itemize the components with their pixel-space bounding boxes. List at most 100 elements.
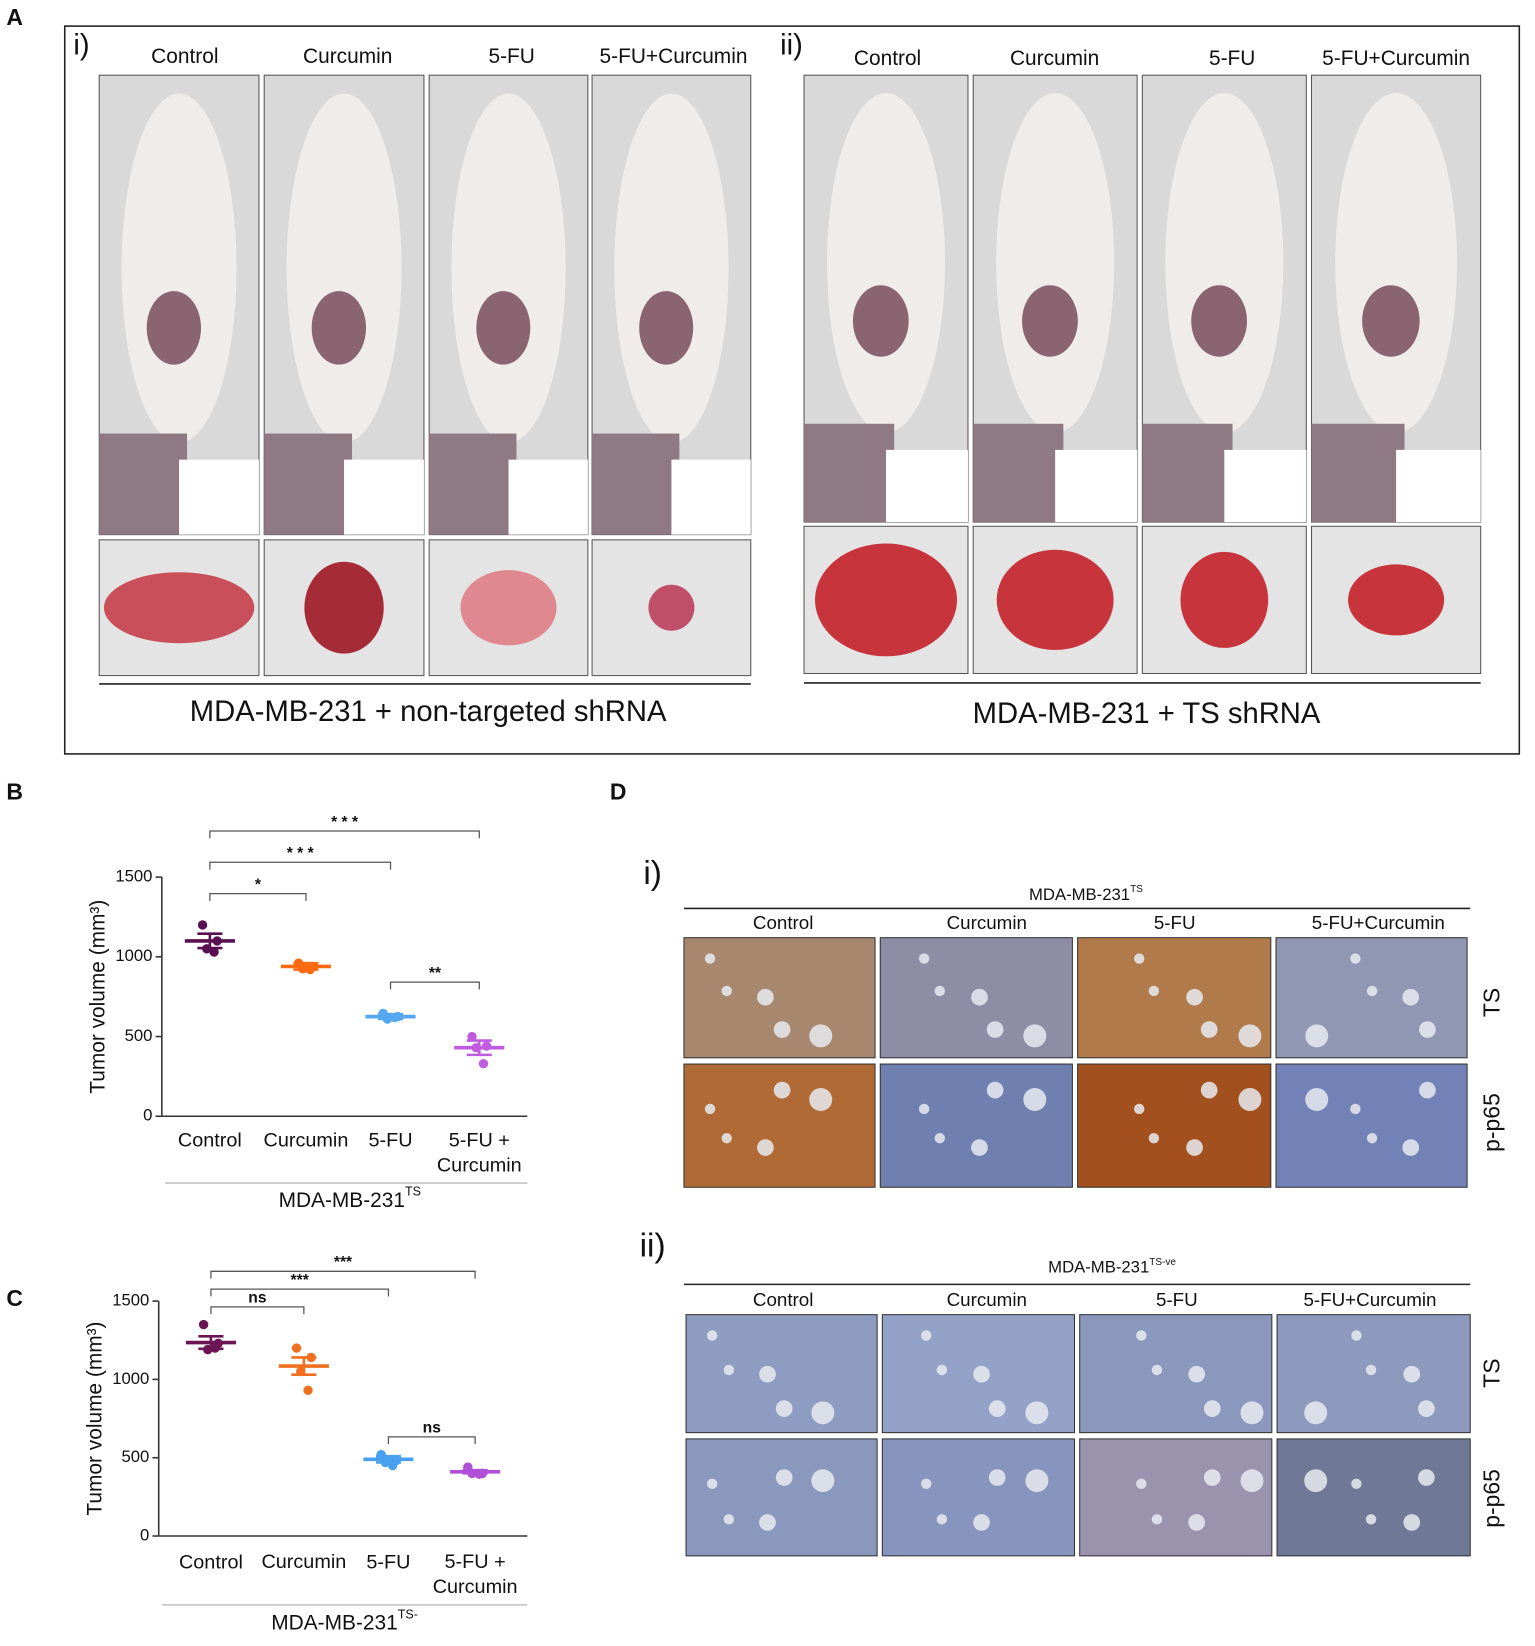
vacuole <box>706 1478 718 1490</box>
row-label: TS <box>1478 1358 1504 1387</box>
column-header: 5-FU <box>1209 47 1255 70</box>
vacuole <box>809 1088 833 1112</box>
significance-label: ns <box>423 1420 442 1437</box>
histology-image <box>881 1438 1076 1557</box>
panel-sublabel: ii) <box>640 1228 666 1265</box>
vacuole <box>1402 1139 1420 1156</box>
group-label-main: MDA-MB-231 <box>279 1188 405 1211</box>
significance-label: *** <box>334 1254 353 1271</box>
vacuole <box>1351 1478 1362 1490</box>
column-header: 5-FU <box>488 45 534 68</box>
vacuole <box>1418 1400 1435 1417</box>
histology-image <box>1276 1438 1471 1557</box>
excised-tumor <box>996 549 1114 651</box>
x-tick-label: Curcumin <box>264 1130 349 1152</box>
x-tick-label: Curcumin <box>261 1551 346 1573</box>
group-title-sup: TS-ve <box>1149 1257 1176 1268</box>
vacuole <box>988 1400 1006 1417</box>
vacuole <box>936 1514 948 1525</box>
group-label: MDA-MB-231TS <box>279 1185 421 1212</box>
group-title: MDA-MB-231TS <box>1029 884 1143 904</box>
group-label-sup: TS <box>405 1185 421 1199</box>
vacuole <box>1305 1088 1329 1112</box>
vacuole <box>986 1081 1004 1099</box>
y-tick-label: 1500 <box>115 867 152 886</box>
y-tick-label: 0 <box>140 1525 149 1544</box>
vacuole <box>973 1514 990 1531</box>
vacuole <box>1203 1469 1221 1486</box>
vacuole <box>1403 1514 1421 1531</box>
vacuole <box>704 1103 716 1115</box>
column-header: Control <box>753 1289 814 1310</box>
significance-bracket <box>209 861 392 870</box>
vacuole <box>773 1081 791 1099</box>
excised-tumor <box>648 584 695 631</box>
error-bar <box>197 932 223 950</box>
vacuole <box>1419 1021 1436 1038</box>
column-header: Control <box>854 47 921 70</box>
vacuole <box>1136 1478 1147 1490</box>
mouse-tumor <box>311 291 367 365</box>
vacuole <box>1186 988 1203 1006</box>
error-bar <box>375 1454 401 1464</box>
vacuole <box>1136 1330 1147 1341</box>
significance-label: * * * <box>287 845 315 862</box>
mouse-body <box>1335 93 1457 433</box>
inset-photo <box>1142 423 1233 523</box>
panel-sublabel: i) <box>643 855 662 892</box>
vacuole <box>1365 1514 1377 1525</box>
vacuole <box>1350 1103 1361 1115</box>
histology-image <box>1079 1438 1273 1557</box>
significance-label: ** <box>429 965 442 982</box>
vacuole <box>759 1365 776 1383</box>
vacuole <box>1240 1401 1264 1425</box>
panel-label: B <box>6 779 23 805</box>
vacuole <box>1025 1469 1049 1493</box>
y-axis-label: Tumor volume (mm³) <box>84 1322 107 1516</box>
mouse-body <box>1165 93 1284 433</box>
vacuole <box>1402 988 1420 1006</box>
x-tick-label: 5-FU + Curcumin <box>433 1551 518 1598</box>
significance-bracket <box>210 1306 305 1315</box>
inset-photo <box>99 433 188 535</box>
group-label-main: MDA-MB-231 <box>271 1611 397 1634</box>
group-caption: MDA-MB-231 + TS shRNA <box>973 698 1321 730</box>
excised-tumor <box>1180 551 1269 648</box>
mouse-tumor <box>476 291 531 365</box>
mouse-tumor <box>852 285 909 357</box>
vacuole <box>918 1103 930 1115</box>
vacuole <box>1023 1024 1047 1048</box>
vacuole <box>1419 1081 1436 1099</box>
vacuole <box>1200 1081 1218 1099</box>
column-header: Curcumin <box>1010 47 1099 70</box>
histology-image <box>685 1438 878 1557</box>
group-title-main: MDA-MB-231 <box>1029 885 1130 904</box>
mouse-tumor <box>1362 285 1420 357</box>
error-bar <box>293 961 319 971</box>
column-header: 5-FU <box>1154 912 1196 933</box>
vacuole <box>934 985 946 997</box>
significance-label: * <box>255 876 262 893</box>
significance-bracket <box>389 981 480 990</box>
mouse-body <box>121 93 237 443</box>
mouse-body <box>286 93 402 443</box>
group-title: MDA-MB-231TS-ve <box>1048 1257 1176 1277</box>
vacuole <box>1148 985 1160 997</box>
x-tick-label-line: 5-FU + <box>449 1130 510 1152</box>
vacuole <box>704 953 716 964</box>
vacuole <box>723 1364 735 1376</box>
vacuole <box>1238 1024 1262 1048</box>
vacuole <box>971 988 988 1006</box>
column-header: 5-FU+Curcumin <box>600 45 748 68</box>
histology-image <box>1079 1314 1273 1434</box>
vacuole <box>809 1024 833 1048</box>
column-header: Curcumin <box>947 1289 1027 1310</box>
excised-tumor <box>1348 564 1445 636</box>
panel-label: C <box>6 1285 23 1311</box>
histology-image <box>879 1063 1073 1188</box>
significance-label: *** <box>291 1272 310 1289</box>
histology-image <box>1275 937 1468 1059</box>
mouse-body <box>451 93 566 443</box>
mouse-tumor <box>1022 285 1078 357</box>
